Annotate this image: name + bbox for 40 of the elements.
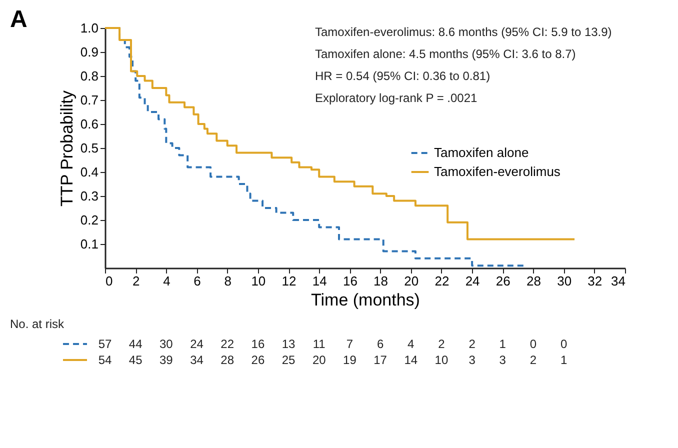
- y-tick-label: 0.9: [80, 44, 98, 60]
- x-tick-label: 4: [163, 274, 170, 288]
- text: 57 44 30 24 22 16 13 11 7 6 4 2 2 1 0 0: [98, 337, 568, 351]
- chart-title: A: [10, 6, 28, 33]
- x-tick-label: 6: [194, 274, 201, 288]
- annotation: Exploratory log-rank P = .0021: [315, 91, 478, 105]
- x-tick-label: 24: [465, 274, 480, 288]
- text: 54 45 39 34 28 26 25 20 19 17 14 10 3 3 2 1: [98, 353, 568, 367]
- x-tick-label: 14: [312, 274, 327, 288]
- text: No. at risk: [10, 317, 66, 331]
- x-tick-label: 12: [282, 274, 296, 288]
- y-axis-title: TTP Probability: [57, 90, 76, 206]
- x-tick-label: 8: [224, 274, 232, 288]
- legend-label: Tamoxifen-everolimus: [434, 164, 561, 179]
- y-tick-label: 0.2: [80, 212, 98, 228]
- y-tick-label: 0.8: [80, 68, 98, 84]
- x-axis-title: Time (months): [311, 290, 420, 310]
- x-tick-label: 0: [106, 274, 113, 288]
- x-tick-label: 2: [132, 274, 140, 288]
- x-tick-label: 20: [404, 274, 419, 288]
- annotation: Tamoxifen alone: 4.5 months (95% CI: 3.6 to 8.7): [315, 47, 576, 61]
- x-tick-label: 18: [374, 274, 388, 288]
- x-tick-label: 34: [611, 274, 626, 288]
- x-tick-label: 30: [557, 274, 572, 288]
- y-tick-label: 1.0: [80, 20, 98, 36]
- y-tick-label: 0.3: [80, 188, 98, 204]
- x-tick-label: 10: [251, 274, 266, 288]
- y-tick-label: 0.6: [80, 116, 98, 132]
- annotation: HR = 0.54 (95% CI: 0.36 to 0.81): [315, 69, 490, 83]
- y-tick-label: 0.5: [80, 140, 98, 156]
- y-tick-label: 0.4: [80, 164, 98, 180]
- y-tick-label: 0.1: [80, 236, 98, 252]
- x-tick-label: 28: [526, 274, 541, 288]
- x-tick-label: 16: [342, 274, 358, 288]
- annotation: Tamoxifen-everolimus: 8.6 months (95% CI: 5.9 to 13.9): [315, 25, 612, 39]
- legend-label: Tamoxifen alone: [434, 145, 529, 160]
- x-tick-label: 22: [434, 274, 450, 288]
- x-tick-label: 26: [496, 274, 510, 288]
- x-tick-label: 32: [588, 274, 602, 288]
- y-tick-label: 0.7: [80, 92, 98, 108]
